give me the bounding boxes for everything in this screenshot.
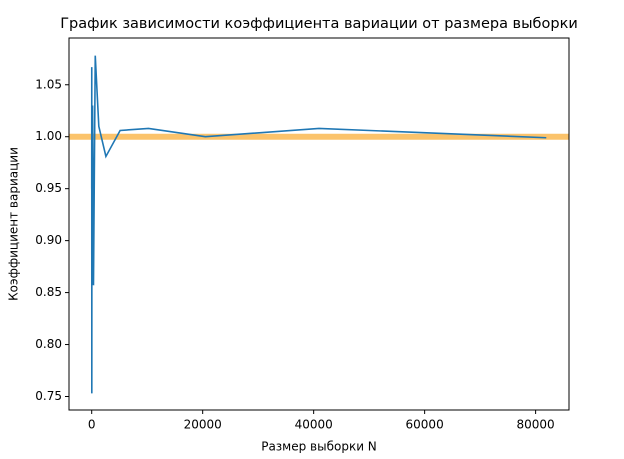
x-tick-label: 80000 [517,418,555,432]
x-tick-label: 20000 [184,418,222,432]
x-tick-label: 60000 [406,418,444,432]
y-tick-label: 0.85 [35,285,62,299]
x-axis-label: Размер выборки N [261,440,377,454]
y-tick-label: 0.75 [35,389,62,403]
y-tick-label: 1.05 [35,77,62,91]
x-tick-label: 40000 [295,418,333,432]
y-tick-label: 0.80 [35,337,62,351]
y-tick-label: 0.90 [35,233,62,247]
y-axis-label: Коэффициент вариации [7,147,21,301]
y-tick-label: 1.00 [35,129,62,143]
y-tick-label: 0.95 [35,181,62,195]
data-line [90,55,547,394]
chart-title: График зависимости коэффициента вариации… [60,16,578,32]
x-tick-label: 0 [88,418,96,432]
plot-frame [68,37,570,411]
